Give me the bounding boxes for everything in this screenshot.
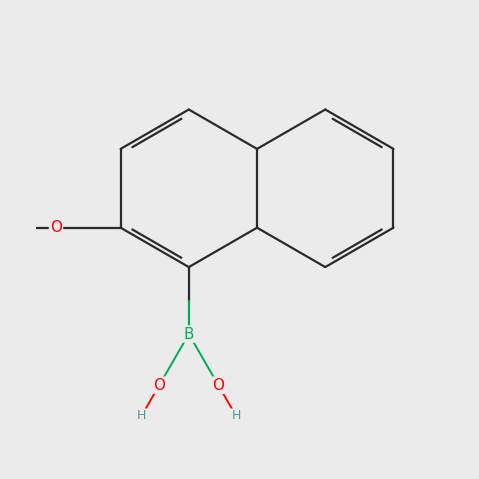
Text: O: O <box>50 220 62 235</box>
Text: H: H <box>231 410 241 422</box>
Text: O: O <box>153 378 165 393</box>
Text: H: H <box>137 410 146 422</box>
Text: methoxy: methoxy <box>0 227 1 228</box>
Text: B: B <box>183 327 194 342</box>
Text: O: O <box>212 378 224 393</box>
